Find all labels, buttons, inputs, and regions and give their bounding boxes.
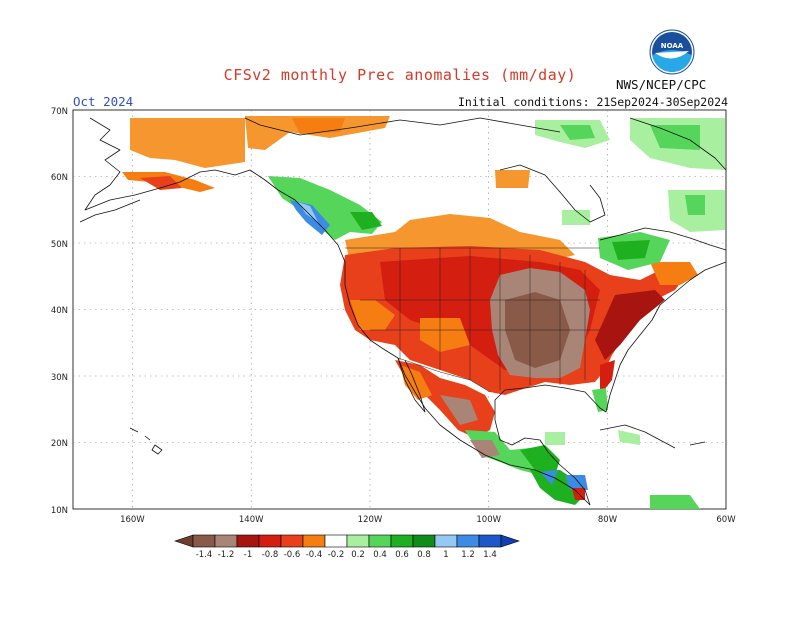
latitude-labels: 10N 20N 30N 40N 50N 60N 70N [51,107,68,516]
agency-label: NWS/NCEP/CPC [616,77,707,92]
colorbar-legend: -1.4 -1.2 -1 -0.8 -0.6 -0.4 -0.2 0.2 0.4 0.6 0.8 1 1… [174,534,520,560]
colorbar-swatch [368,534,392,548]
colorbar-swatch [280,534,304,548]
colorbar-swatch [324,534,348,548]
colorbar-swatch [412,534,436,548]
lat-label: 70N [51,107,68,117]
colorbar-swatch [236,534,260,548]
lat-label: 60N [51,173,68,183]
colorbar-label: 0.4 [373,550,387,560]
colorbar-swatch [390,534,414,548]
colorbar-swatch [302,534,326,548]
initial-conditions: Initial conditions: 21Sep2024-30Sep2024 [457,95,728,109]
colorbar-label: 0.8 [417,550,431,560]
lon-label: 120W [358,515,383,525]
colorbar-swatch [456,534,480,548]
colorbar-label: -0.6 [284,550,301,560]
lat-label: 40N [51,306,68,316]
anomaly-shading [122,116,725,509]
lon-label: 60W [716,515,736,525]
forecast-month: Oct 2024 [73,94,134,109]
alaska-dry-area [130,118,245,168]
colorbar-label: 0.6 [395,550,409,560]
lon-label: 100W [476,515,501,525]
lat-label: 20N [51,439,68,449]
map-title: CFSv2 monthly Prec anomalies (mm/day) [223,66,577,84]
colorbar-swatch [434,534,458,548]
noaa-logo-icon: NOAA [649,29,695,75]
lon-label: 80W [598,515,618,525]
colorbar-label: 0.2 [351,550,365,560]
colorbar-label: -1.4 [196,550,213,560]
colorbar-low-arrow [174,534,194,548]
svg-text:NOAA: NOAA [661,42,684,50]
colorbar-label: -0.4 [306,550,323,560]
colorbar-swatch [478,534,502,548]
longitude-labels: 160W 140W 120W 100W 80W 60W [120,515,736,525]
borders [345,247,600,393]
colorbar-label: -1.2 [218,550,235,560]
lat-label: 10N [51,506,68,516]
colorbar-label: -1 [244,550,252,560]
lon-label: 160W [120,515,145,525]
pnw-wet-area [268,176,382,240]
colorbar-swatch [214,534,238,548]
colorbar-label: 1 [443,550,448,560]
colorbar-high-arrow [500,534,520,548]
colorbar-swatch [192,534,216,548]
colorbar-label: 1.2 [461,550,475,560]
lat-label: 50N [51,240,68,250]
colorbar-label: -0.2 [328,550,345,560]
colorbar-label: -0.8 [262,550,279,560]
lon-label: 140W [239,515,264,525]
colorbar-swatch [258,534,282,548]
colorbar-label: 1.4 [483,550,497,560]
colorbar-swatch [346,534,370,548]
lat-label: 30N [51,373,68,383]
